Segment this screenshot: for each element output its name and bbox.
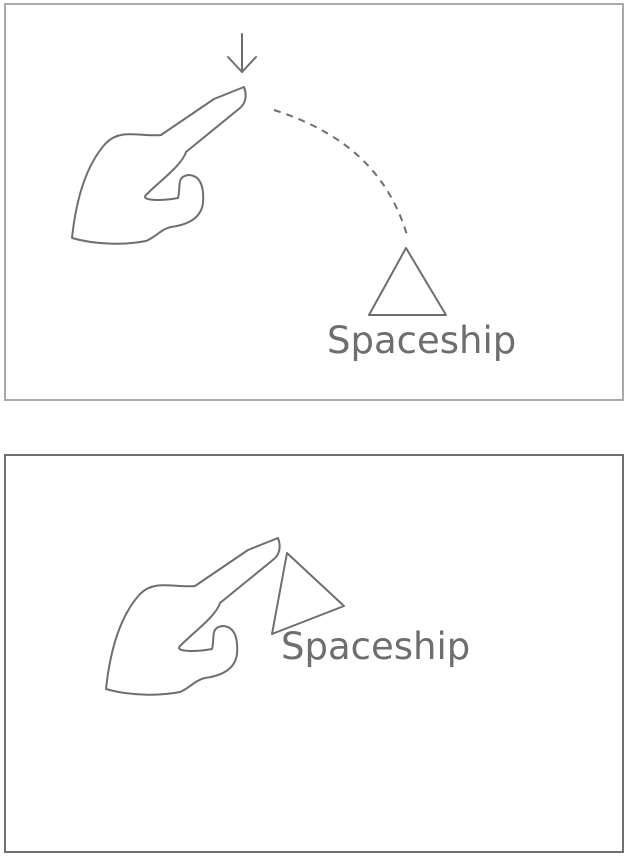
trajectory-dashed-arc [273,109,408,236]
pointing-hand-icon [71,86,247,245]
triangle-ship-icon [368,247,447,316]
ship-label: Spaceship [327,319,516,362]
triangle-ship-icon [271,552,345,635]
panel-after-canvas: Spaceship [105,537,470,696]
down-arrow-icon [227,33,257,73]
pointing-hand-icon [105,537,281,696]
panel-before: Spaceship [4,3,624,401]
ship-label: Spaceship [281,625,470,668]
panel-after: Spaceship [4,454,624,853]
panel-before-canvas: Spaceship [71,33,516,362]
